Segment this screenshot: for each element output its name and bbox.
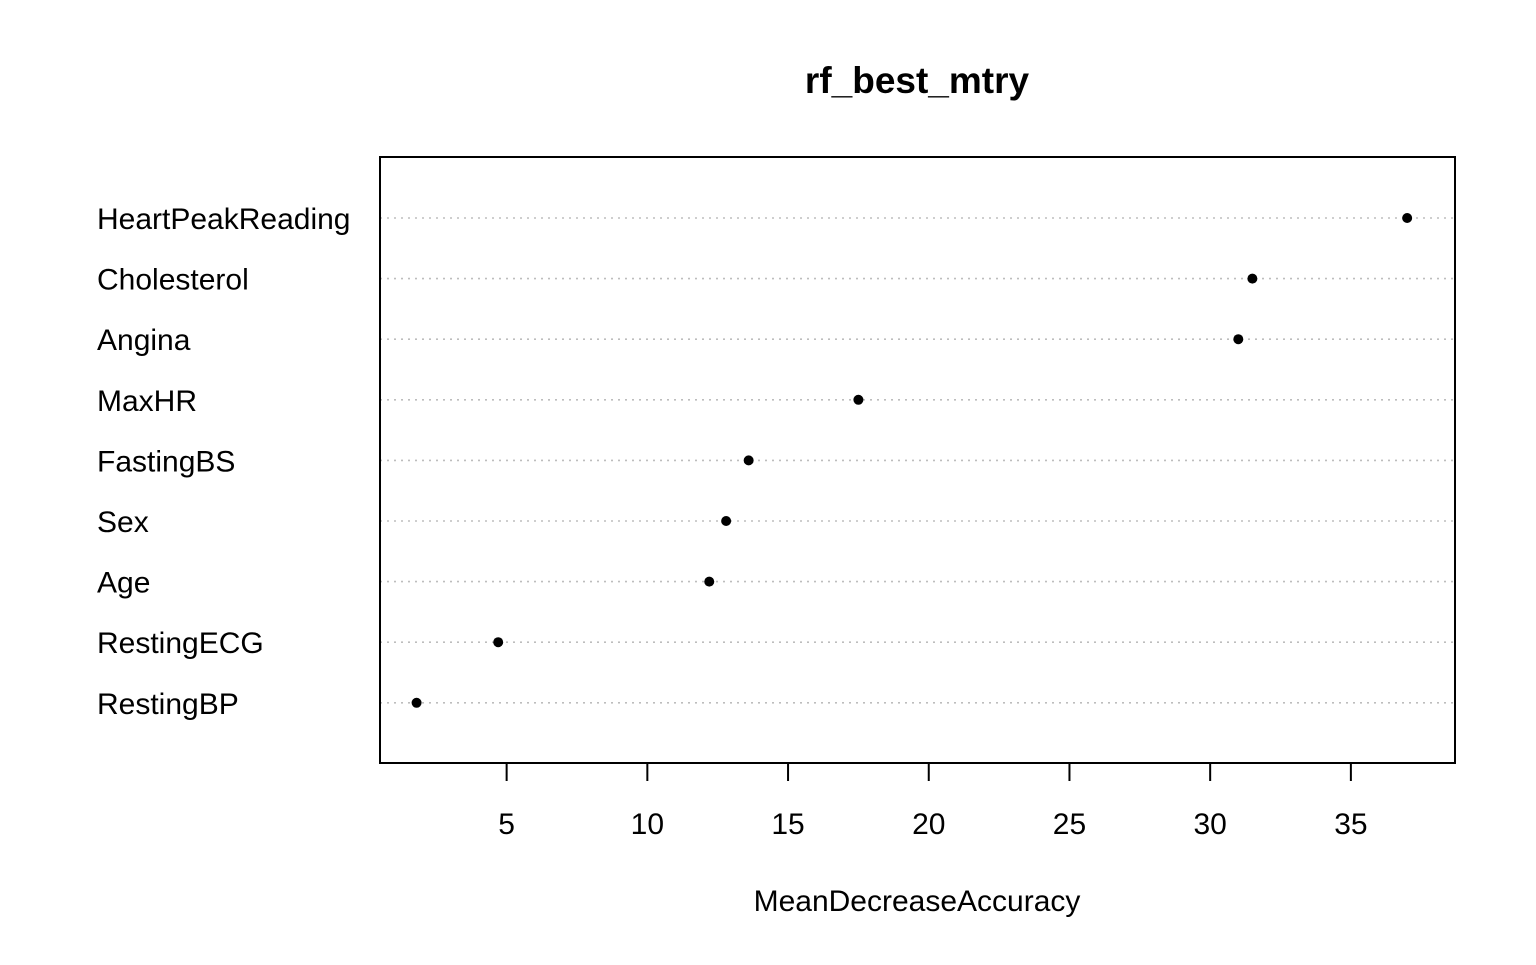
- category-labels: HeartPeakReading Cholesterol Angina MaxHR Fa…: [97, 203, 351, 721]
- data-point: [1247, 273, 1258, 284]
- x-tick-label: 35: [1334, 808, 1367, 841]
- category-label: RestingBP: [97, 688, 239, 721]
- x-tick-label: 25: [1053, 808, 1086, 841]
- category-label: RestingECG: [97, 627, 264, 660]
- x-tick-label: 15: [771, 808, 804, 841]
- x-axis: 5 10 15 20 25 30 35: [498, 762, 1368, 841]
- data-points: [411, 213, 1413, 708]
- data-point: [411, 697, 422, 708]
- category-label: Sex: [97, 506, 149, 539]
- x-axis-title: MeanDecreaseAccuracy: [754, 885, 1081, 918]
- category-label: Cholesterol: [97, 264, 249, 297]
- data-point: [493, 637, 504, 648]
- data-point: [1233, 334, 1244, 345]
- category-label: Angina: [97, 324, 191, 357]
- data-point: [853, 394, 864, 405]
- data-point: [1402, 213, 1413, 223]
- category-label: FastingBS: [97, 445, 235, 478]
- x-tick-label: 5: [498, 808, 515, 841]
- data-point: [721, 516, 732, 526]
- x-tick-label: 30: [1193, 808, 1226, 841]
- category-label: MaxHR: [97, 385, 197, 418]
- x-tick-label: 20: [912, 808, 945, 841]
- grid-lines: [380, 217, 1455, 704]
- category-label: Age: [97, 567, 150, 600]
- x-tick-label: 10: [631, 808, 664, 841]
- chart-title: rf_best_mtry: [805, 60, 1030, 101]
- category-label: HeartPeakReading: [97, 203, 351, 236]
- data-point: [704, 576, 715, 587]
- data-point: [743, 455, 754, 466]
